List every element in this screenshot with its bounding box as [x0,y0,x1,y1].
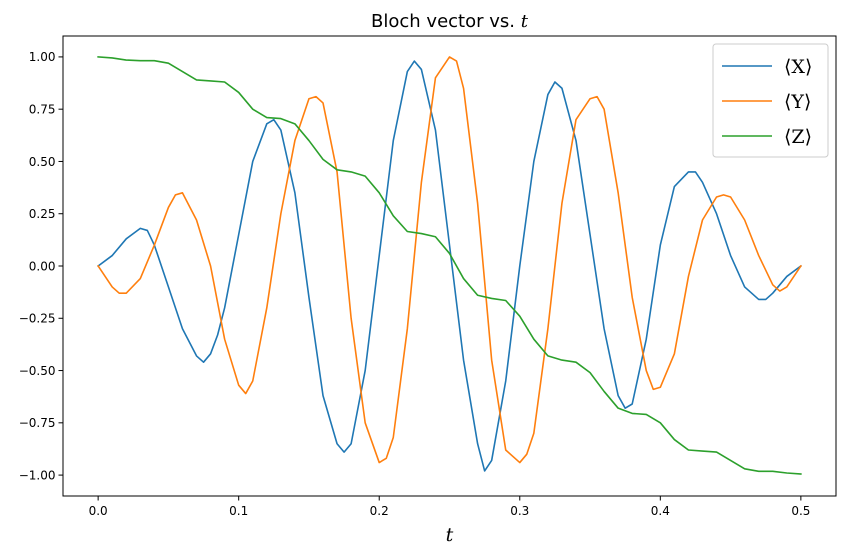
x-axis: 0.0 0.1 0.2 0.3 0.4 0.5 [89,496,810,518]
y-axis: −1.00 −0.75 −0.50 −0.25 0.00 0.25 0.50 0.75 1.00 [19,50,63,482]
x-tick-label: 0.4 [651,504,670,518]
y-tick-label: 0.00 [29,259,56,273]
series-line-3 [97,56,802,475]
x-tick-label: 0.0 [89,504,108,518]
x-tick-label: 0.2 [370,504,389,518]
y-tick-label: −1.00 [19,468,56,482]
legend-label: ⟨X⟩ [784,56,812,78]
series-line-1 [97,60,802,472]
y-tick-label: 0.25 [29,207,56,221]
x-axis-label: t [446,524,454,546]
x-tick-label: 0.5 [791,504,810,518]
chart-title-text: Bloch vector vs. [371,11,521,32]
y-tick-label: −0.50 [19,364,56,378]
series-line-2 [97,56,802,464]
x-tick-label: 0.3 [510,504,529,518]
y-tick-label: 1.00 [29,50,56,64]
y-tick-label: −0.75 [19,416,56,430]
chart-title: Bloch vector vs. t [371,11,529,32]
y-tick-label: 0.50 [29,155,56,169]
chart-title-variable: t [521,11,529,32]
legend-label: ⟨Z⟩ [784,126,812,148]
legend-label: ⟨Y⟩ [784,91,811,113]
y-tick-label: 0.75 [29,102,56,116]
x-tick-label: 0.1 [229,504,248,518]
legend: ⟨X⟩ ⟨Y⟩ ⟨Z⟩ [712,43,829,158]
y-tick-label: −0.25 [19,312,56,326]
series-group [97,56,802,475]
